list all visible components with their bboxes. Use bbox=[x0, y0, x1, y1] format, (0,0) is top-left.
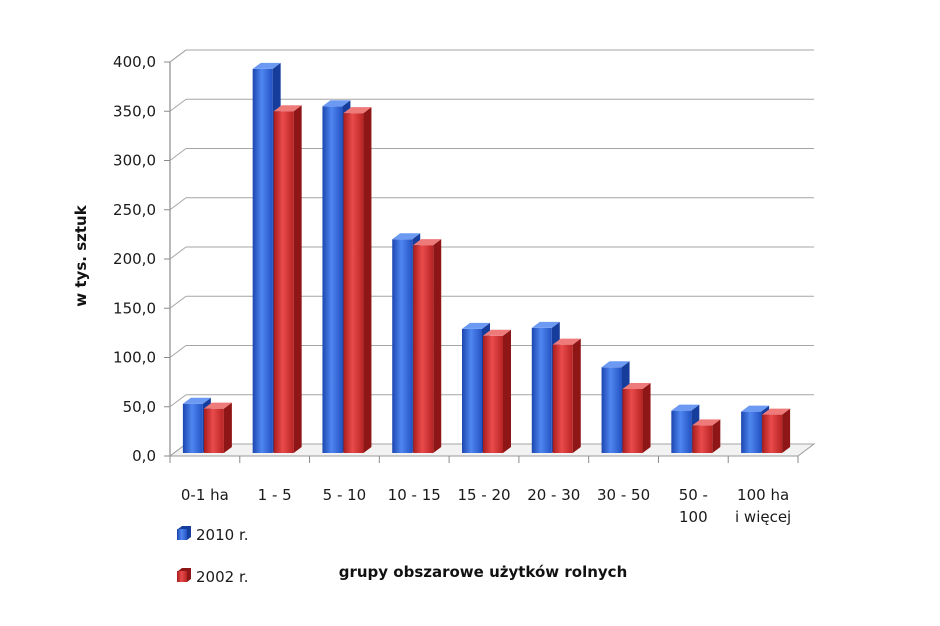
bar-2002 bbox=[552, 338, 581, 453]
bar-2002 bbox=[483, 329, 511, 453]
bar-2002 bbox=[203, 402, 232, 453]
x-category-label: 15 - 20 bbox=[457, 486, 510, 504]
gridline-side bbox=[169, 394, 187, 408]
gridline-side bbox=[169, 345, 187, 358]
legend-item-2010: 2010 r. bbox=[177, 526, 249, 544]
legend-swatch bbox=[177, 571, 187, 582]
x-axis-categories: 0-1 ha 1 - 5 5 - 10 10 - 15 15 - 20 20 - 30 30… bbox=[169, 456, 799, 526]
legend-swatch bbox=[177, 529, 187, 540]
x-category-label: 0-1 ha bbox=[181, 486, 229, 504]
legend: 2010 r. 2002 r. bbox=[177, 526, 249, 586]
bar-2002 bbox=[343, 107, 372, 454]
gridline-side bbox=[169, 246, 187, 260]
bar-2002 bbox=[762, 408, 791, 453]
x-category-label: 10 - 15 bbox=[388, 486, 441, 504]
y-tick-label: 200,0 bbox=[113, 250, 156, 268]
gridline-side bbox=[169, 295, 187, 309]
y-tick-label: 250,0 bbox=[113, 201, 156, 219]
y-tick-label: 300,0 bbox=[113, 152, 156, 170]
legend-label: 2002 r. bbox=[196, 568, 249, 586]
y-tick-label: 400,0 bbox=[113, 53, 156, 71]
legend-label: 2010 r. bbox=[196, 526, 249, 544]
x-category-label: 20 - 30 bbox=[527, 486, 580, 504]
y-tick-label: 350,0 bbox=[113, 102, 156, 120]
y-tick-label: 50,0 bbox=[123, 398, 156, 416]
bar-2002 bbox=[413, 239, 442, 453]
x-axis-title: grupy obszarowe użytków rolnych bbox=[339, 563, 628, 581]
x-category-label: 50 -100 bbox=[679, 486, 708, 526]
x-category-label: 1 - 5 bbox=[258, 486, 292, 504]
bar-2002 bbox=[273, 105, 302, 453]
gridline-side bbox=[169, 98, 187, 112]
y-tick-label: 0,0 bbox=[132, 447, 156, 465]
y-tick-label: 150,0 bbox=[113, 299, 156, 317]
bars bbox=[182, 62, 791, 454]
bar-2002 bbox=[692, 419, 721, 453]
legend-item-2002: 2002 r. bbox=[177, 568, 249, 586]
x-category-label: 100 ha i więcej bbox=[735, 486, 791, 526]
y-tick-label: 100,0 bbox=[113, 349, 156, 367]
gridline-side bbox=[169, 197, 187, 211]
x-category-label: 30 - 50 bbox=[597, 486, 650, 504]
bar-2002 bbox=[622, 382, 651, 453]
y-axis-ticks: 0,0 50,0 100,0 150,0 200,0 250,0 300,0 350,0 400… bbox=[113, 53, 156, 465]
y-axis-title: w tys. sztuk bbox=[72, 204, 90, 306]
gridline-side bbox=[169, 49, 187, 63]
gridline-side bbox=[169, 148, 187, 161]
x-category-label: 5 - 10 bbox=[323, 486, 367, 504]
